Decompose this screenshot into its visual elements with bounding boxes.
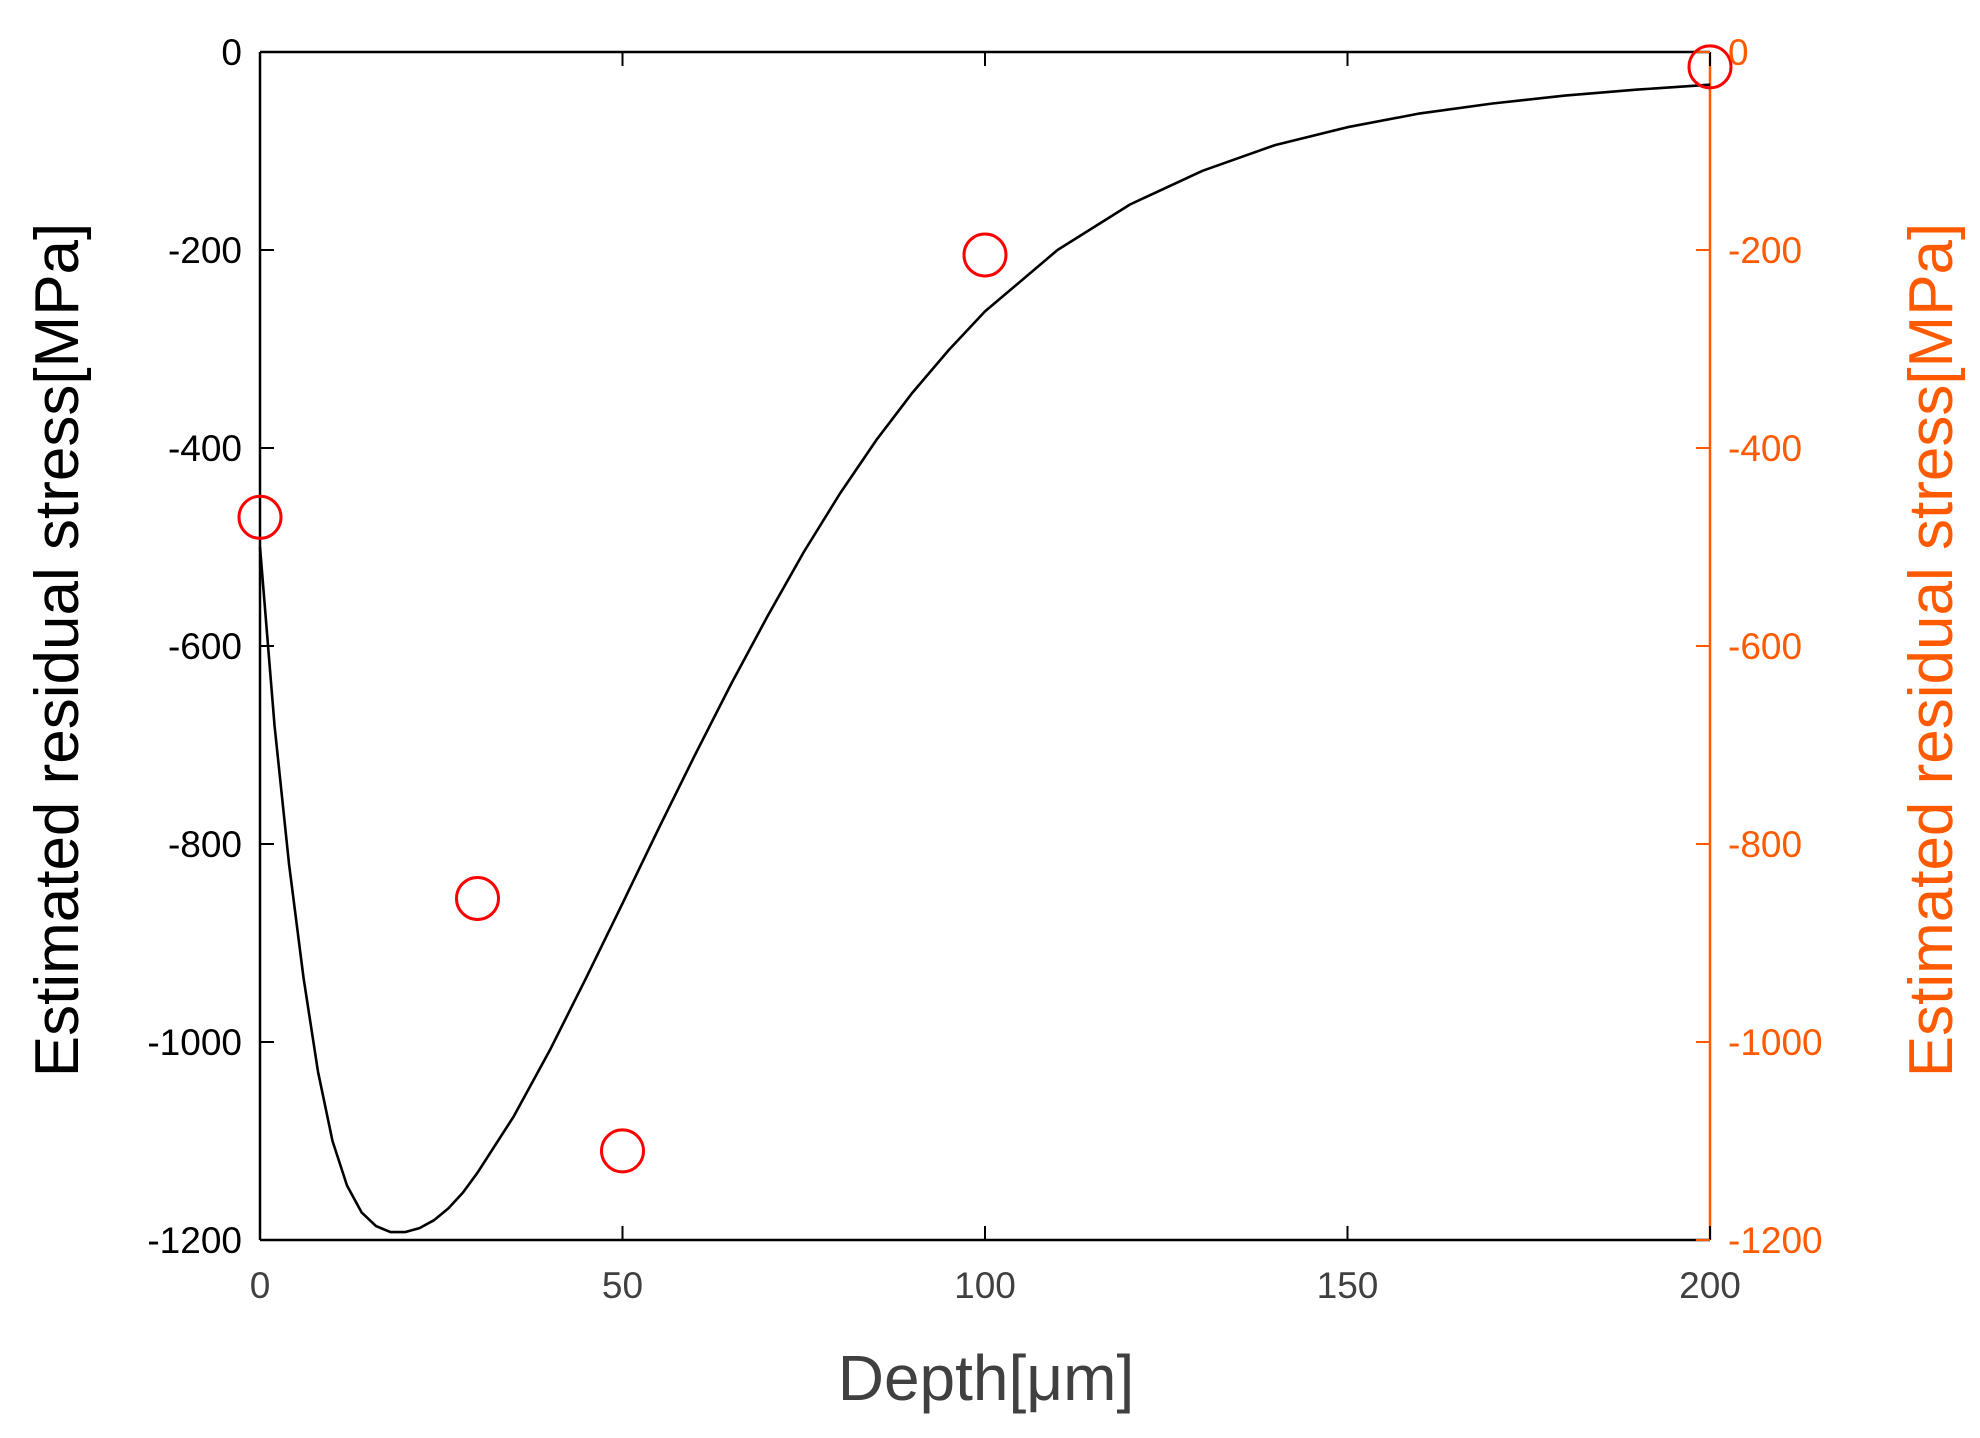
y-right-tick-label: -600	[1728, 626, 1802, 667]
data-point	[455, 875, 500, 921]
y-left-tick-labels: 0 -200 -400 -600 -800 -1000 -1200	[147, 32, 242, 1261]
data-point	[600, 1128, 645, 1174]
y-right-tick-label: -200	[1728, 230, 1802, 271]
y-left-tick-label: -200	[168, 230, 242, 271]
y-left-tick-label: 0	[221, 32, 242, 73]
y-left-tick-label: -600	[168, 626, 242, 667]
y-left-tick-label: -1000	[147, 1022, 242, 1063]
y-right-tick-labels: 0 -200 -400 -600 -800 -1000 -1200	[1728, 32, 1823, 1261]
plot-area	[237, 44, 1733, 1242]
x-axis-title: Depth[μm]	[838, 1342, 1135, 1414]
x-tick-label: 50	[602, 1265, 643, 1306]
y-right-tick-label: -800	[1728, 824, 1802, 865]
y-right-tick-label: 0	[1728, 32, 1749, 73]
y-right-tick-label: -1200	[1728, 1220, 1823, 1261]
y-axis-title-right: Estimated residual stress[MPa]	[1897, 223, 1966, 1078]
x-tick-label: 200	[1679, 1265, 1741, 1306]
y-right-tick-label: -400	[1728, 428, 1802, 469]
x-tick-label: 0	[250, 1265, 271, 1306]
data-point	[237, 494, 283, 540]
y-right-tick-label: -1000	[1728, 1022, 1823, 1063]
y-left-tick-label: -800	[168, 824, 242, 865]
data-point	[1687, 44, 1733, 90]
x-tick-label: 150	[1317, 1265, 1379, 1306]
y-axis-title-left: Estimated residual stress[MPa]	[23, 223, 92, 1078]
x-tick-labels: 0 50 100 150 200	[250, 1265, 1741, 1306]
y-left-tick-label: -1200	[147, 1220, 242, 1261]
fitted-curve	[258, 83, 1711, 1234]
data-point	[962, 232, 1008, 278]
y-left-tick-label: -400	[168, 428, 242, 469]
x-tick-label: 100	[954, 1265, 1016, 1306]
